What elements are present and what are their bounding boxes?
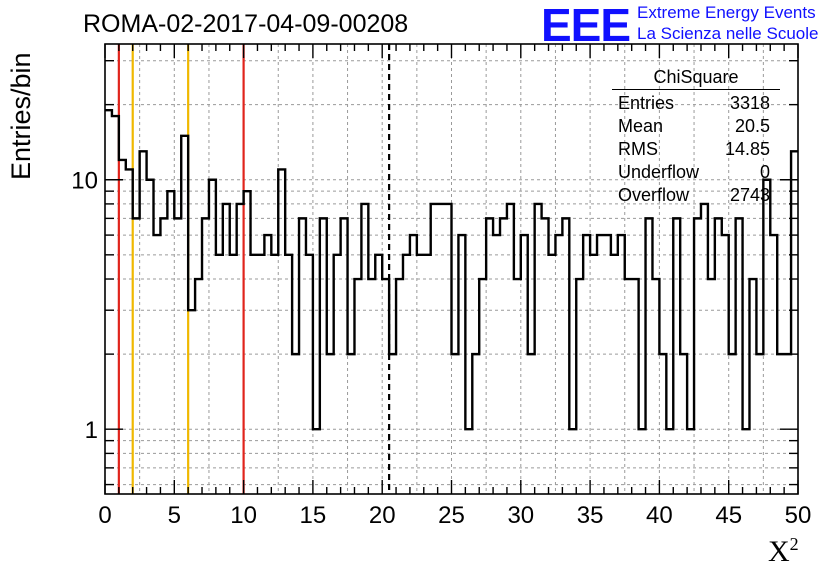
stats-row-underflow: Underflow 0 <box>612 161 780 184</box>
y-tick-label: 10 <box>71 168 98 195</box>
stats-value: 0 <box>759 162 770 182</box>
stats-label: Mean <box>618 116 664 136</box>
x-axis-label: X2 <box>768 534 799 569</box>
logo-line2: La Scienza nelle Scuole <box>637 24 819 43</box>
stats-row-mean: Mean 20.5 <box>612 115 780 138</box>
x-tick-label: 25 <box>438 502 465 529</box>
x-tick-label: 5 <box>168 502 181 529</box>
stats-label: RMS <box>618 139 658 159</box>
x-tick-label: 45 <box>715 502 742 529</box>
stats-row-entries: Entries 3318 <box>612 92 780 115</box>
eee-logo: EEE <box>541 0 631 51</box>
stats-title: ChiSquare <box>612 67 780 90</box>
stats-value: 2743 <box>729 185 770 205</box>
logo-line1: Extreme Energy Events <box>637 3 816 22</box>
x-tick-label: 35 <box>577 502 604 529</box>
y-tick-label: 1 <box>85 417 98 444</box>
chart-title: ROMA-02-2017-04-09-00208 <box>83 10 409 38</box>
x-axis-label-sup: 2 <box>789 534 799 554</box>
x-tick-label: 40 <box>646 502 673 529</box>
x-tick-label: 20 <box>369 502 396 529</box>
tick-labels: 0 5 10 15 20 25 30 35 40 45 50 1 10 <box>71 168 811 529</box>
x-axis-label-base: X <box>768 535 790 568</box>
x-tick-label: 0 <box>98 502 111 529</box>
stats-label: Underflow <box>618 162 700 182</box>
axis-ticks <box>104 44 799 494</box>
stats-value: 3318 <box>729 93 770 113</box>
x-tick-label: 50 <box>785 502 812 529</box>
x-tick-label: 30 <box>507 502 534 529</box>
y-axis-label: Entries/bin <box>6 52 36 180</box>
stats-value: 14.85 <box>724 139 770 159</box>
stats-value: 20.5 <box>734 116 770 136</box>
histogram-line <box>105 108 798 431</box>
x-tick-label: 10 <box>230 502 257 529</box>
stats-row-overflow: Overflow 2743 <box>612 184 780 207</box>
stats-row-rms: RMS 14.85 <box>612 138 780 161</box>
x-tick-label: 15 <box>300 502 327 529</box>
stats-box: ChiSquare Entries 3318 Mean 20.5 RMS 14.… <box>612 67 780 207</box>
stats-label: Overflow <box>618 185 690 205</box>
stats-label: Entries <box>618 93 675 113</box>
